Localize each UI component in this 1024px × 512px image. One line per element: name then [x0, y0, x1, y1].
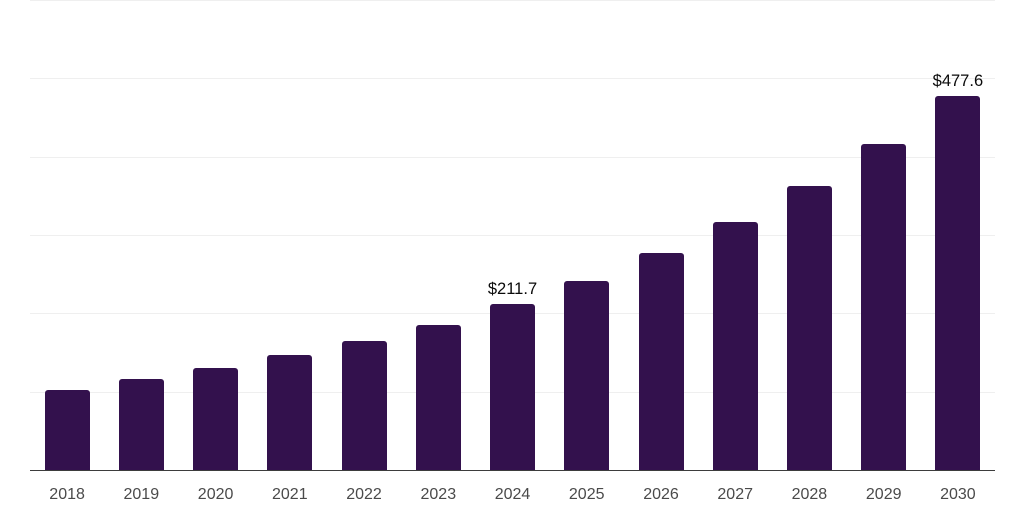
bar-2021 [267, 354, 313, 470]
x-axis-label: 2029 [865, 486, 902, 503]
x-axis-label: 2023 [420, 486, 457, 503]
gridline [30, 0, 995, 1]
x-axis-label: 2018 [49, 486, 85, 503]
x-axis-line [30, 470, 995, 471]
bar-2020 [193, 367, 239, 470]
x-axis-label: 2025 [568, 486, 605, 503]
bar-2024 [490, 304, 535, 470]
bar-2019 [118, 378, 164, 470]
bar-2018 [44, 390, 90, 470]
bar-2025 [564, 280, 610, 470]
x-axis-label: 2024 [494, 486, 531, 503]
bar-2028 [786, 186, 832, 470]
x-axis-label: 2020 [197, 486, 234, 503]
x-axis-label: 2019 [123, 486, 160, 503]
gridline [30, 157, 995, 158]
bar-2023 [415, 324, 461, 470]
bar-2030 [935, 95, 981, 470]
value-label: $477.6 [932, 71, 984, 90]
gridline [30, 78, 995, 79]
bar-2027 [712, 221, 758, 470]
value-label: $211.7 [487, 280, 538, 299]
x-axis-label: 2022 [346, 486, 382, 503]
bar-2026 [638, 253, 684, 470]
gridline [30, 235, 995, 236]
x-axis-label: 2030 [940, 486, 976, 503]
x-axis-label: 2028 [791, 486, 828, 503]
bar-2029 [861, 143, 907, 470]
x-axis-label: 2027 [717, 486, 753, 503]
x-axis-label: 2026 [643, 486, 679, 503]
bar-2022 [341, 340, 387, 471]
x-axis-label: 2021 [272, 486, 308, 503]
